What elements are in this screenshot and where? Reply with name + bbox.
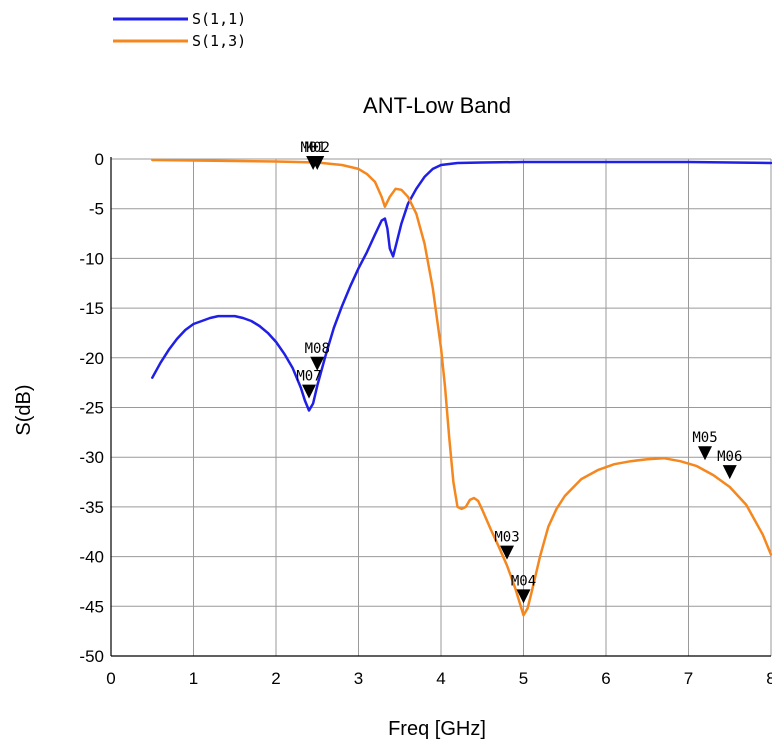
- series-lines: [151, 158, 772, 617]
- marker-m03: [500, 545, 514, 560]
- marker-m04: [516, 589, 531, 604]
- y-tick-label-2: -10: [79, 249, 104, 268]
- legend-label-1: S(1,1): [192, 10, 246, 28]
- y-tick-label-4: -20: [79, 349, 104, 368]
- x-tick-label-6: 6: [601, 669, 610, 688]
- series-line-2: [151, 158, 772, 617]
- x-tick-label-2: 2: [271, 669, 280, 688]
- y-tick-labels: 0 -5 -10 -15 -20 -25 -30 -35 -40 -45 -50: [79, 150, 104, 666]
- marker-label-m06: M06: [717, 449, 742, 465]
- marker-m06: [722, 465, 737, 480]
- x-tick-label-4: 4: [436, 669, 445, 688]
- marker-label-m05: M05: [692, 430, 717, 446]
- x-tick-labels: 0 1 2 3 4 5 6 7 8: [106, 669, 772, 688]
- y-axis-label: S(dB): [13, 384, 35, 435]
- chart-title: ANT-Low Band: [363, 93, 511, 118]
- marker-m08: [310, 356, 325, 371]
- y-tick-label-6: -30: [79, 448, 104, 467]
- y-tick-label-5: -25: [79, 399, 104, 418]
- y-tick-label-1: -5: [89, 200, 104, 219]
- marker-label-m04: M04: [511, 573, 536, 589]
- marker-label-m07: M07: [296, 369, 321, 385]
- y-tick-label-3: -15: [79, 299, 104, 318]
- marker-m05: [698, 446, 712, 461]
- y-tick-label-0: 0: [95, 150, 104, 169]
- x-tick-label-5: 5: [519, 669, 528, 688]
- marker-label-m03: M03: [494, 530, 519, 546]
- x-tick-label-0: 0: [106, 669, 115, 688]
- legend-label-2: S(1,3): [192, 32, 246, 50]
- x-tick-label-3: 3: [354, 669, 363, 688]
- x-axis-label: Freq [GHz]: [388, 718, 486, 740]
- y-tick-label-7: -35: [79, 498, 104, 517]
- series-line-1: [151, 160, 772, 412]
- y-tick-label-8: -40: [79, 548, 104, 567]
- grid: [110, 158, 772, 657]
- y-tick-label-10: -50: [79, 647, 104, 666]
- x-tick-label-8: 8: [766, 669, 772, 688]
- x-tick-label-7: 7: [684, 669, 693, 688]
- x-tick-label-1: 1: [189, 669, 198, 688]
- marker-m02: [310, 155, 325, 170]
- marker-label-m08: M08: [305, 341, 330, 357]
- legend: S(1,1) S(1,3): [113, 10, 246, 50]
- y-tick-label-9: -45: [79, 597, 104, 616]
- marker-label-m01: M01: [300, 140, 325, 156]
- marker-m07: [302, 384, 316, 399]
- axes: [110, 157, 771, 657]
- marker-label-m02: M02: [305, 140, 330, 156]
